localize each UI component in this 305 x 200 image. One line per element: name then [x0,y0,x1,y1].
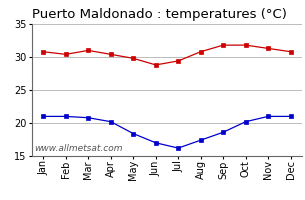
Text: Puerto Maldonado : temperatures (°C): Puerto Maldonado : temperatures (°C) [32,8,287,21]
Text: www.allmetsat.com: www.allmetsat.com [35,144,123,153]
